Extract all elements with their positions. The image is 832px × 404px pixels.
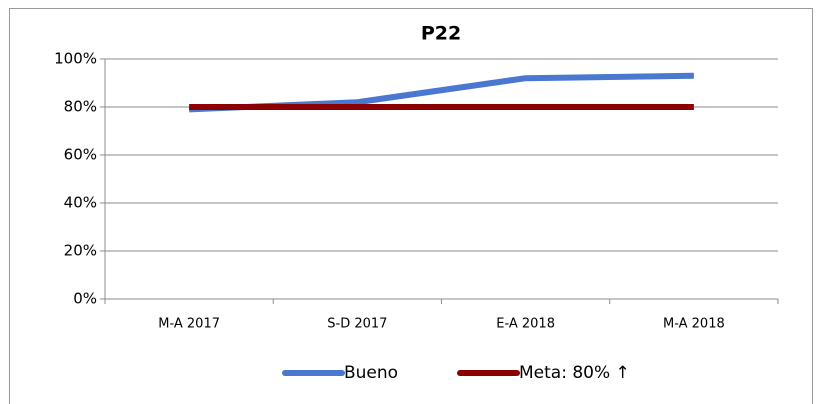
chart-frame bbox=[9, 8, 813, 404]
legend-label: Meta: 80% ↑ bbox=[519, 363, 630, 383]
y-tick-label: 40% bbox=[64, 194, 97, 212]
y-tick-label: 100% bbox=[54, 50, 97, 68]
x-tick-label: S-D 2017 bbox=[327, 317, 387, 332]
y-tick-label: 0% bbox=[73, 290, 97, 308]
x-tick-label: M-A 2018 bbox=[663, 317, 725, 332]
x-tick-label: E-A 2018 bbox=[496, 317, 555, 332]
y-tick-label: 80% bbox=[64, 98, 97, 116]
y-tick-label: 60% bbox=[64, 146, 97, 164]
y-tick-label: 20% bbox=[64, 242, 97, 260]
x-tick-label: M-A 2017 bbox=[158, 317, 220, 332]
legend-label: Bueno bbox=[344, 363, 398, 383]
chart-title: P22 bbox=[421, 23, 461, 45]
